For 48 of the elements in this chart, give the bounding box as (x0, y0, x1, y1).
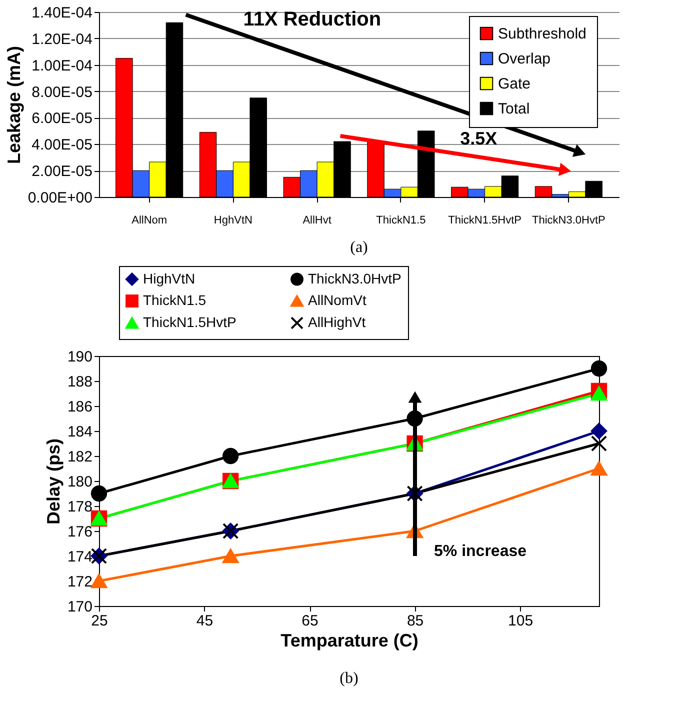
y-tick-label: 178 (67, 498, 92, 516)
y-tick-label: 4.00E-05 (32, 136, 92, 154)
y-tick-label: 184 (67, 424, 92, 440)
text: (a) (350, 239, 368, 256)
y-tick-label: 8.00E-05 (32, 84, 92, 101)
legend-label: Overlap (498, 50, 551, 68)
x-tick-label: 45 (196, 612, 214, 630)
text: (b) (340, 670, 358, 687)
y-tick-label: 170 (67, 598, 92, 616)
x-tick-label: ThickN1.5HvtP (448, 214, 522, 226)
legend-label: HighVtN (143, 270, 196, 286)
legend-label: AllHighVt (308, 314, 366, 330)
y-tick-label: 0.00E+00 (28, 190, 92, 206)
y-tick-label: 182 (67, 448, 92, 466)
y-tick-label: 172 (67, 574, 92, 590)
x-tick-label: HghVtN (214, 214, 252, 226)
legend-label: Gate (498, 76, 531, 92)
x-tick-label: 65 (302, 612, 318, 630)
x-tick-label: AllNom (132, 214, 168, 226)
x-tick-label: AllHvt (302, 214, 332, 226)
x-tick-label: ThickN1.5 (376, 214, 426, 226)
y-tick-label: 174 (67, 548, 92, 566)
y-tick-label: 1.00E-04 (32, 57, 92, 74)
x-axis-title: Temparature (C) (280, 630, 418, 650)
x-tick-label: 85 (406, 612, 424, 630)
y-tick-label: 2.00E-05 (32, 163, 92, 180)
annotation: 3.5X (460, 128, 498, 149)
legend-label: Total (498, 100, 530, 118)
y-tick-label: 186 (67, 398, 92, 416)
legend-label: ThickN1.5 (143, 292, 206, 308)
y-tick-label: 1.40E-04 (32, 4, 92, 22)
y-tick-label: 180 (67, 474, 92, 490)
y-axis-title: Delay (ps) (43, 438, 64, 525)
y-axis-title: Leakage (mA) (4, 46, 24, 164)
legend-label: ThickN3.0HvtP (308, 270, 402, 286)
annotation: 5% increase (434, 543, 527, 560)
y-tick-label: 6.00E-05 (32, 110, 92, 128)
x-tick-label: 105 (508, 612, 534, 630)
y-tick-label: 190 (67, 348, 92, 366)
y-tick-label: 1.20E-04 (32, 30, 92, 48)
legend-label: Subthreshold (498, 26, 586, 42)
legend-label: AllNomVt (308, 292, 366, 308)
x-tick-label: ThickN3.0HvtP (532, 214, 606, 226)
y-tick-label: 176 (67, 524, 92, 540)
x-tick-label: 25 (91, 612, 108, 630)
legend-label: ThickN1.5HvtP (143, 314, 236, 330)
annotation: 11X Reduction (243, 8, 382, 30)
y-tick-label: 188 (67, 374, 92, 390)
